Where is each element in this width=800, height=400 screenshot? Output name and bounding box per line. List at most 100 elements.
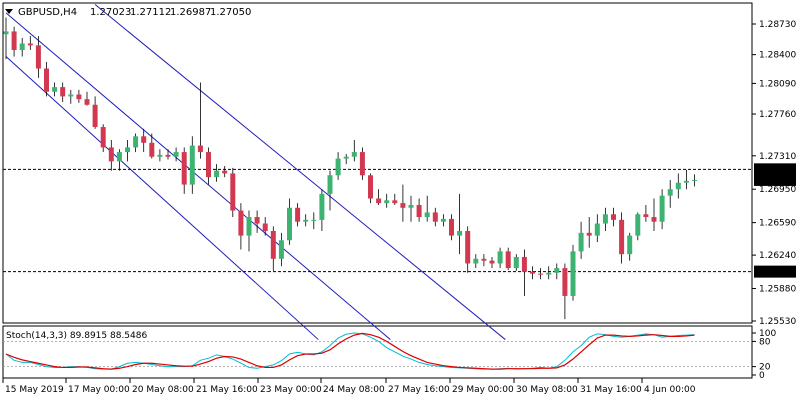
- main-chart-frame: [2, 2, 753, 324]
- candle: [627, 232, 633, 261]
- price-tick-label: 1.26950: [759, 185, 796, 195]
- price-label-text: 1.27164: [757, 165, 794, 175]
- candle: [651, 198, 657, 231]
- price-label-box: [754, 163, 796, 176]
- candle: [562, 263, 568, 320]
- stoch-tick-label: 80: [759, 337, 771, 347]
- price-tick-label: 1.28090: [759, 79, 796, 89]
- candle: [521, 249, 527, 296]
- candle: [319, 189, 325, 231]
- candle: [327, 170, 333, 211]
- candle: [611, 207, 616, 227]
- candle: [359, 147, 365, 180]
- candle: [440, 214, 446, 227]
- candle: [3, 17, 9, 60]
- candle: [392, 193, 398, 205]
- time-tick-label: 30 May 08:00: [516, 385, 578, 395]
- candle: [635, 212, 641, 241]
- candle: [262, 217, 268, 236]
- candle: [246, 210, 252, 252]
- time-tick-label: 17 May 00:00: [68, 385, 130, 395]
- price-label-box: [754, 173, 796, 186]
- price-axis[interactable]: 1.28730 1.28400 1.28090 1.27760 1.27310 1.269…: [752, 20, 796, 327]
- candle: [311, 212, 317, 230]
- candle: [505, 247, 511, 270]
- candle: [554, 263, 560, 280]
- candle: [683, 169, 689, 190]
- channel-line[interactable]: [5, 56, 319, 340]
- candle: [659, 189, 665, 230]
- channel-line[interactable]: [5, 12, 391, 340]
- candle: [449, 214, 454, 241]
- candle: [465, 226, 471, 273]
- stochastic-lines: [3, 332, 752, 370]
- candle: [197, 82, 203, 159]
- candle: [368, 173, 373, 204]
- time-axis[interactable]: 15 May 2019 17 May 00:00 20 May 08:00 21 Ma…: [2, 378, 696, 395]
- candle: [84, 91, 90, 106]
- candle: [19, 37, 25, 57]
- candle: [578, 221, 584, 259]
- candle: [513, 254, 519, 271]
- candle: [489, 256, 495, 269]
- price-tick-label: 1.26240: [759, 251, 796, 261]
- triangle-down-icon[interactable]: [5, 9, 13, 14]
- candle: [27, 36, 33, 50]
- stoch-main-line: [5, 332, 695, 370]
- candle: [692, 174, 697, 187]
- stoch-tick-label: 0: [759, 371, 765, 381]
- price-label-text: 1.27050: [757, 176, 794, 186]
- candle: [222, 166, 228, 178]
- candle: [351, 140, 357, 162]
- candle: [675, 173, 681, 199]
- price-tick-label: 1.25880: [759, 285, 796, 295]
- candle: [473, 254, 479, 269]
- candle: [643, 204, 649, 222]
- candle: [165, 149, 171, 160]
- candle: [125, 140, 130, 162]
- candle: [35, 36, 41, 78]
- stoch-tick-label: 100: [759, 329, 776, 339]
- time-tick-label: 21 May 16:00: [196, 385, 258, 395]
- time-tick-label: 15 May 2019: [5, 385, 64, 395]
- candle: [60, 82, 66, 102]
- candle: [546, 266, 552, 280]
- candle: [497, 247, 503, 269]
- candle: [133, 133, 139, 153]
- candle: [206, 147, 211, 185]
- price-tick-label: 1.28400: [759, 51, 796, 61]
- time-tick-label: 20 May 08:00: [132, 385, 194, 395]
- candle: [602, 207, 608, 231]
- candle: [100, 124, 106, 153]
- candle: [141, 128, 147, 153]
- candle: [570, 244, 576, 301]
- candle: [287, 198, 292, 245]
- candle: [116, 149, 122, 171]
- time-tick-label: 4 Jun 00:00: [644, 385, 696, 395]
- channel-line[interactable]: [94, 4, 506, 340]
- price-label-text: 1.26062: [757, 268, 794, 278]
- candle: [303, 214, 309, 227]
- candle: [270, 226, 276, 271]
- candle: [108, 140, 114, 171]
- candle: [238, 203, 244, 250]
- candle: [44, 62, 49, 97]
- price-tick-label: 1.27310: [759, 152, 796, 162]
- price-label-box: [754, 265, 796, 278]
- stochastic-frame: [2, 325, 753, 379]
- candle: [76, 89, 82, 103]
- candle: [68, 89, 74, 104]
- candle: [173, 147, 179, 162]
- candle: [408, 195, 414, 222]
- close-value: 1.27050: [210, 7, 251, 18]
- stochastic-label: Stoch(14,3,3) 89.8915 88.5486: [6, 331, 147, 341]
- candle: [214, 164, 220, 182]
- regression-channel[interactable]: [5, 4, 506, 340]
- candle: [400, 184, 406, 222]
- candle: [481, 254, 487, 267]
- time-tick-label: 31 May 16:00: [580, 385, 642, 395]
- candle: [343, 153, 349, 165]
